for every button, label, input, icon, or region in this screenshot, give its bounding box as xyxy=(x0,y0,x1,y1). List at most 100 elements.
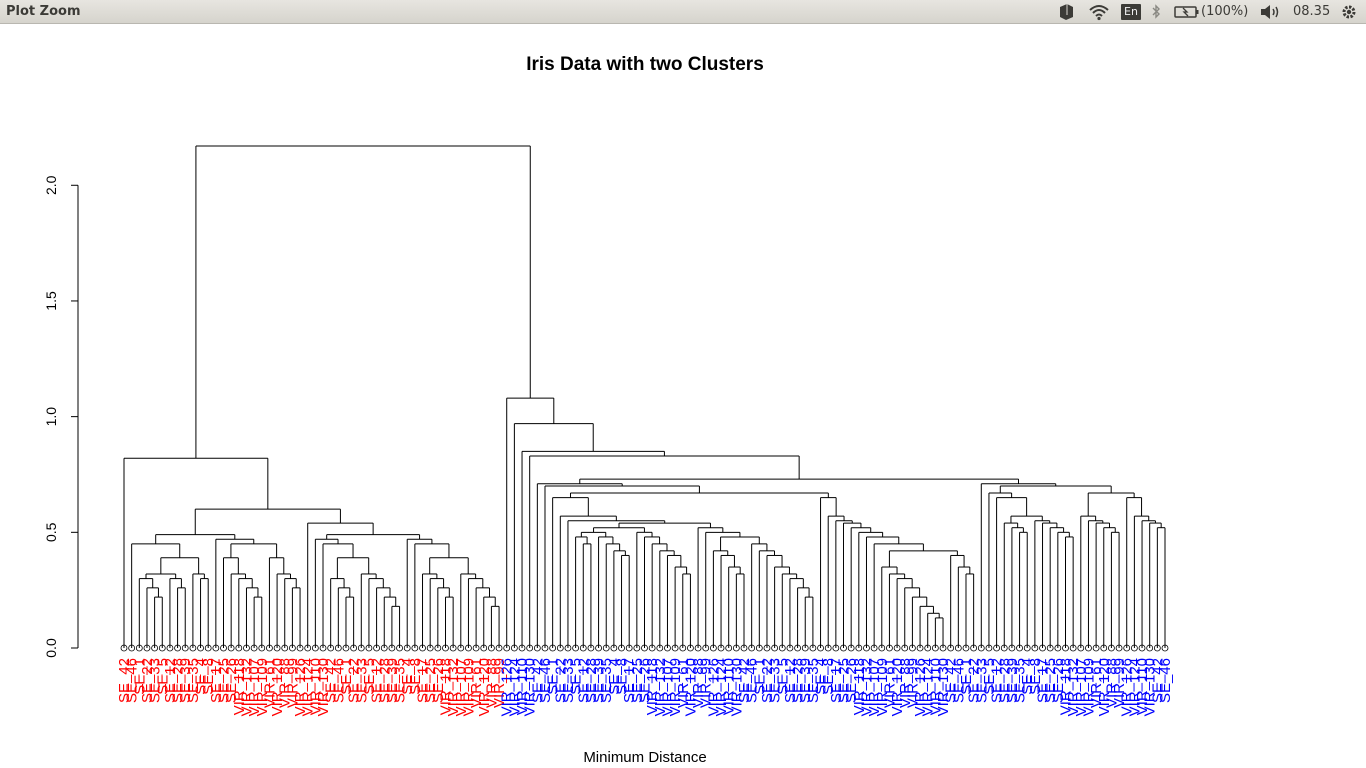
leaf-marker xyxy=(1100,644,1108,652)
leaf-label: SE_39 xyxy=(384,658,401,703)
leaf-marker xyxy=(220,644,227,652)
leaf-marker xyxy=(679,644,687,652)
leaf-label: VIR_109 xyxy=(667,658,684,716)
leaf-label: SE_25 xyxy=(422,658,439,703)
leaf-marker xyxy=(595,644,602,652)
leaf-marker xyxy=(1085,644,1092,652)
leaf-label: SE_4 xyxy=(193,658,210,695)
leaf-marker xyxy=(878,644,886,652)
leaf-label: SE_1 xyxy=(958,658,975,695)
leaf-label: VIR_110 xyxy=(927,658,944,715)
leaf-label: VIR_99 xyxy=(284,658,301,708)
leaf-marker xyxy=(909,644,916,652)
leaf-label: SE_4 xyxy=(1019,658,1036,695)
leaf-label: VIR_99 xyxy=(1111,658,1128,708)
leaf-label: SE_25 xyxy=(629,658,646,703)
leaf-label: VIR_88 xyxy=(1103,658,1120,708)
leaf-label: VIR_124 xyxy=(713,658,730,716)
volume-icon[interactable] xyxy=(1259,3,1281,21)
leaf-label: SE_39 xyxy=(1004,658,1021,703)
leaf-markers xyxy=(120,644,1169,652)
leaf-label: VIR_88 xyxy=(690,658,707,708)
leaf-label: VIR_107 xyxy=(246,658,263,716)
chart-title: Iris Data with two Clusters xyxy=(526,54,764,75)
leaf-marker xyxy=(656,644,664,652)
leaf-marker xyxy=(993,644,1001,652)
leaf-marker xyxy=(641,644,648,652)
y-axis: 0.0 0.5 1.0 1.5 2.0 xyxy=(43,175,79,658)
leaf-label: VIR_132 xyxy=(858,658,875,716)
leaf-label: SE_26 xyxy=(637,658,654,703)
leaf-label: SE_22 xyxy=(346,658,363,703)
leaf-marker xyxy=(181,644,189,652)
leaf-marker xyxy=(258,644,266,652)
leaf-label: VIR_124 xyxy=(300,658,317,716)
leaf-marker xyxy=(664,644,671,652)
leaf-marker xyxy=(556,644,564,652)
leaf-marker xyxy=(1161,644,1169,652)
leaf-label: SE_28 xyxy=(790,658,807,703)
leaf-marker xyxy=(671,644,679,652)
dendrogram-chart: Iris Data with two Clusters 0.0 0.5 1.0 1.5… xyxy=(43,54,1174,766)
leaf-label: SE_46 xyxy=(124,658,141,703)
leaf-label: SE_17 xyxy=(621,658,638,703)
leaf-marker xyxy=(518,644,526,652)
leaf-marker xyxy=(717,644,725,652)
leaf-label: VIR_107 xyxy=(866,658,883,716)
leaf-marker xyxy=(128,644,136,652)
leaf-label: SE_4 xyxy=(813,658,830,695)
leaf-label: VIR_88 xyxy=(897,658,914,708)
leaf-marker xyxy=(870,644,878,652)
leaf-label: SE_39 xyxy=(797,658,814,703)
leaf-marker xyxy=(510,644,518,652)
leaf-marker xyxy=(304,644,312,652)
leaf-label: SE_35 xyxy=(1012,658,1029,703)
leaf-label: SE_8 xyxy=(200,658,217,695)
clock[interactable]: 08.35 xyxy=(1293,4,1331,19)
leaf-marker xyxy=(319,644,327,652)
keyboard-language-indicator[interactable]: En xyxy=(1121,4,1141,20)
leaf-marker xyxy=(855,644,863,652)
leaf-marker xyxy=(1153,644,1161,652)
leaf-label: SE_5 xyxy=(981,658,998,695)
leaf-marker xyxy=(1123,644,1131,652)
leaf-label: SE_42 xyxy=(1149,658,1166,703)
leaf-marker xyxy=(755,644,763,652)
leaf-marker xyxy=(1130,644,1138,652)
leaf-label: VIR_130 xyxy=(315,658,332,716)
leaf-label: SE_33 xyxy=(560,658,577,703)
leaf-label: SE_42 xyxy=(529,658,546,703)
leaf-label: SE_46 xyxy=(330,658,347,703)
leaf-marker xyxy=(250,644,258,652)
leaf-marker xyxy=(1016,644,1023,652)
leaf-marker xyxy=(916,644,924,652)
leaf-label: SE_26 xyxy=(430,658,447,703)
battery-icon[interactable] xyxy=(1174,3,1200,21)
y-tick-label: 2.0 xyxy=(43,175,59,195)
leaf-marker xyxy=(740,644,748,652)
leaf-marker xyxy=(901,644,909,652)
leaf-marker xyxy=(350,644,358,652)
wifi-icon[interactable] xyxy=(1088,3,1110,21)
leaf-marker xyxy=(709,644,717,652)
leaf-label: SE_42 xyxy=(943,658,960,703)
leaf-marker xyxy=(610,644,618,652)
leaf-label: SE_1 xyxy=(751,658,768,695)
settings-gear-icon[interactable] xyxy=(1340,3,1358,21)
dropbox-icon[interactable] xyxy=(1057,3,1077,21)
leaf-label: SE_35 xyxy=(598,658,615,703)
leaf-marker xyxy=(166,644,174,652)
leaf-marker xyxy=(495,644,503,652)
dendrogram-tree xyxy=(123,145,1166,648)
leaf-label: VIR_118 xyxy=(1057,658,1074,715)
leaf-marker xyxy=(388,644,396,652)
leaf-label: VIR_126 xyxy=(292,658,309,716)
leaf-label: SE_46 xyxy=(744,658,761,703)
bluetooth-icon[interactable] xyxy=(1150,3,1162,21)
leaf-marker xyxy=(120,644,128,652)
leaf-marker xyxy=(334,644,342,652)
y-tick-label: 1.0 xyxy=(43,407,59,427)
leaf-label: SE_17 xyxy=(415,658,432,703)
leaf-marker xyxy=(281,644,289,652)
leaf-marker xyxy=(227,644,235,652)
